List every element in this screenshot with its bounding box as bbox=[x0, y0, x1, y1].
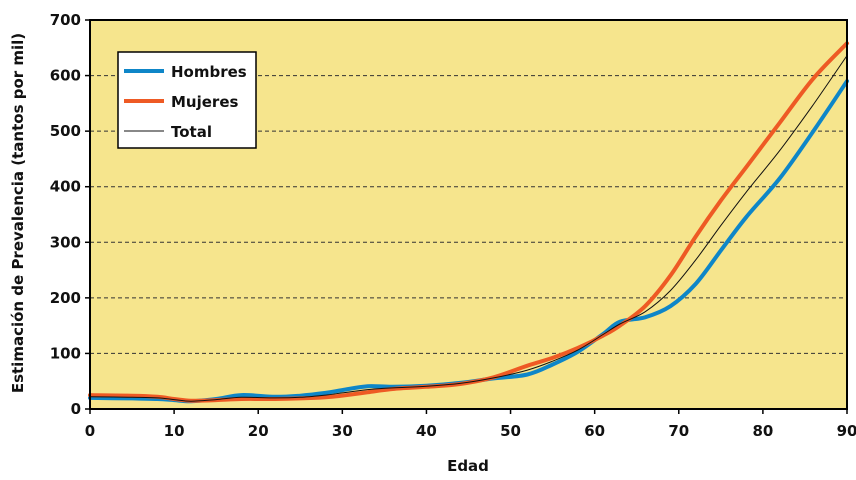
y-tick-label: 700 bbox=[50, 11, 81, 29]
y-tick-label: 600 bbox=[50, 67, 81, 85]
x-tick-label: 90 bbox=[837, 422, 856, 440]
x-axis-label: Edad bbox=[447, 457, 489, 475]
y-tick-label: 300 bbox=[50, 233, 81, 251]
y-tick-label: 0 bbox=[71, 400, 81, 418]
y-tick-label: 200 bbox=[50, 289, 81, 307]
x-tick-label: 20 bbox=[248, 422, 269, 440]
y-axis-label: Estimación de Prevalencia (tantos por mi… bbox=[9, 33, 27, 393]
legend: Hombres Mujeres Total bbox=[117, 51, 257, 149]
x-tick-label: 70 bbox=[668, 422, 689, 440]
x-tick-label: 40 bbox=[416, 422, 437, 440]
plot-frame bbox=[89, 19, 848, 410]
legend-label-mujeres: Mujeres bbox=[171, 93, 238, 111]
x-axis-ticks: 0 10 20 30 40 50 60 70 80 90 bbox=[85, 409, 856, 440]
x-tick-label: 10 bbox=[164, 422, 185, 440]
x-tick-label: 0 bbox=[85, 422, 95, 440]
legend-label-total: Total bbox=[171, 123, 212, 141]
legend-label-hombres: Hombres bbox=[171, 63, 247, 81]
x-tick-label: 30 bbox=[332, 422, 353, 440]
x-tick-label: 60 bbox=[584, 422, 605, 440]
y-tick-label: 100 bbox=[50, 344, 81, 362]
series-layer bbox=[88, 41, 849, 404]
y-axis-ticks: 0 100 200 300 400 500 600 700 bbox=[50, 11, 90, 418]
grid-lines bbox=[90, 75, 847, 354]
y-tick-label: 400 bbox=[50, 178, 81, 196]
x-tick-label: 50 bbox=[500, 422, 521, 440]
series-line-total bbox=[89, 55, 848, 402]
x-tick-label: 80 bbox=[752, 422, 773, 440]
y-tick-label: 500 bbox=[50, 122, 81, 140]
